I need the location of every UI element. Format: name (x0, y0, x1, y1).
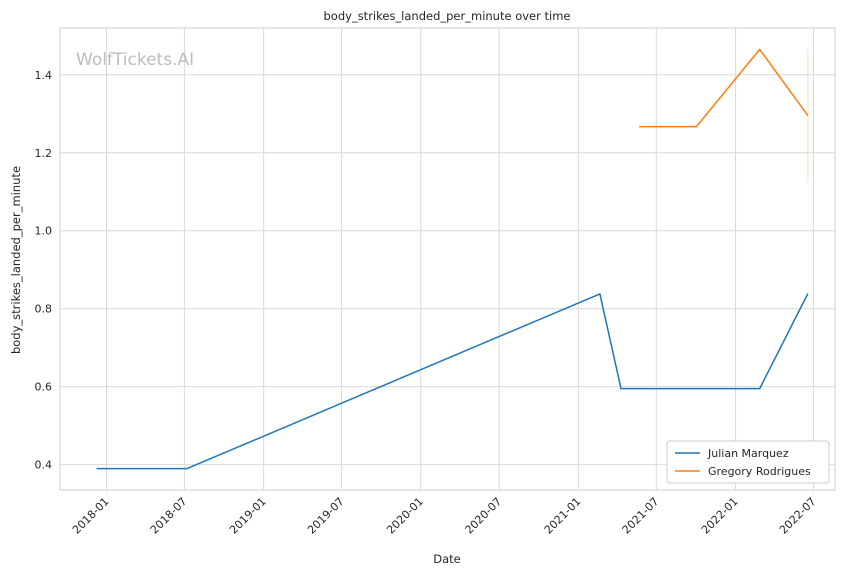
grid-lines (60, 28, 835, 490)
y-tick-labels: 0.4 0.6 0.8 1.0 1.2 1.4 (35, 69, 53, 472)
legend-label-julian-marquez: Julian Marquez (707, 447, 789, 460)
x-tick-labels: 2018-01 2018-07 2019-01 2019-07 2020-01 2020-… (70, 495, 819, 537)
x-tick-label: 2022-07 (777, 495, 819, 537)
legend: Julian Marquez Gregory Rodrigues (666, 440, 830, 484)
x-tick-label: 2020-01 (384, 495, 426, 537)
x-tick-label: 2020-07 (463, 495, 505, 537)
legend-label-gregory-rodrigues: Gregory Rodrigues (708, 465, 811, 478)
x-tick-label: 2022-01 (699, 495, 741, 537)
x-tick-label: 2021-01 (542, 495, 584, 537)
series-layer (96, 48, 809, 470)
y-tick-label: 1.4 (35, 69, 53, 82)
x-axis-title: Date (433, 552, 461, 566)
y-tick-label: 0.8 (35, 303, 53, 316)
watermark: WolfTickets.AI (76, 50, 194, 70)
x-tick-label: 2019-07 (305, 495, 347, 537)
x-tick-label: 2021-07 (620, 495, 662, 537)
plot-area (59, 27, 836, 491)
y-tick-label: 0.4 (35, 459, 53, 472)
legend-box (666, 440, 830, 484)
y-axis-title: body_strikes_landed_per_minute (9, 166, 23, 354)
x-tick-label: 2018-07 (148, 495, 190, 537)
y-tick-label: 0.6 (35, 381, 53, 394)
x-tick-label: 2018-01 (70, 495, 112, 537)
series-line-gregory-rodrigues (639, 48, 809, 128)
series-line-julian-marquez (96, 293, 809, 470)
x-tick-label: 2019-01 (227, 495, 269, 537)
y-tick-label: 1.2 (35, 147, 53, 160)
y-tick-label: 1.0 (35, 225, 53, 238)
chart-title: body_strikes_landed_per_minute over time (324, 9, 571, 23)
